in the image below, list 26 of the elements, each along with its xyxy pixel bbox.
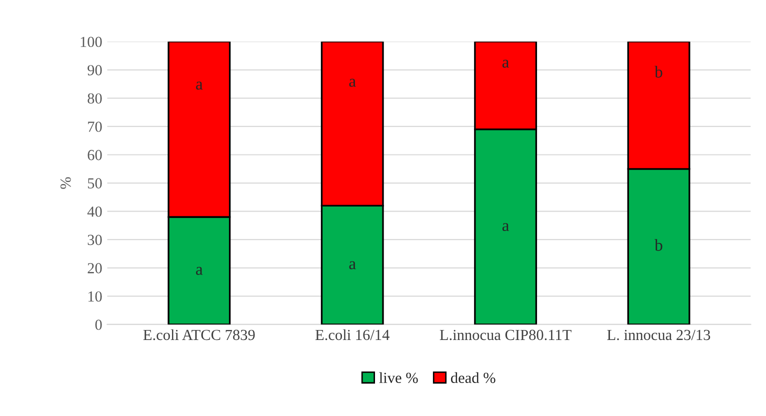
annotation: b bbox=[654, 239, 662, 251]
x-tick-label: L. innocua 23/13 bbox=[607, 330, 710, 340]
y-tick-label: 100 bbox=[80, 36, 102, 48]
annotation: a bbox=[502, 60, 510, 68]
y-tick-label: 0 bbox=[95, 320, 102, 330]
annotation: a bbox=[349, 78, 356, 87]
y-axis-title: % bbox=[60, 177, 71, 189]
x-tick-label: E.coli 16/14 bbox=[315, 329, 390, 340]
x-tick-label: E.coli ATCC 7839 bbox=[143, 329, 255, 340]
y-tick-label: 10 bbox=[88, 291, 102, 302]
y-tick-label: 90 bbox=[88, 65, 102, 76]
annotation: a bbox=[196, 266, 203, 275]
legend-label: dead % bbox=[450, 372, 496, 384]
x-tick-label: L.innocua CIP80.11T bbox=[440, 330, 572, 340]
y-tick-label: 50 bbox=[88, 178, 102, 188]
y-tick-label: 60 bbox=[88, 150, 102, 160]
annotation: a bbox=[502, 223, 510, 232]
y-tick-label: 80 bbox=[88, 93, 102, 104]
annotation: a bbox=[196, 82, 203, 90]
legend-label: live % bbox=[379, 372, 418, 384]
annotation: a bbox=[349, 261, 356, 270]
y-tick-label: 30 bbox=[88, 234, 102, 246]
y-tick-label: 20 bbox=[88, 263, 102, 274]
annotation: b bbox=[654, 66, 662, 78]
y-tick-label: 70 bbox=[88, 122, 102, 132]
y-tick-label: 40 bbox=[87, 206, 102, 217]
